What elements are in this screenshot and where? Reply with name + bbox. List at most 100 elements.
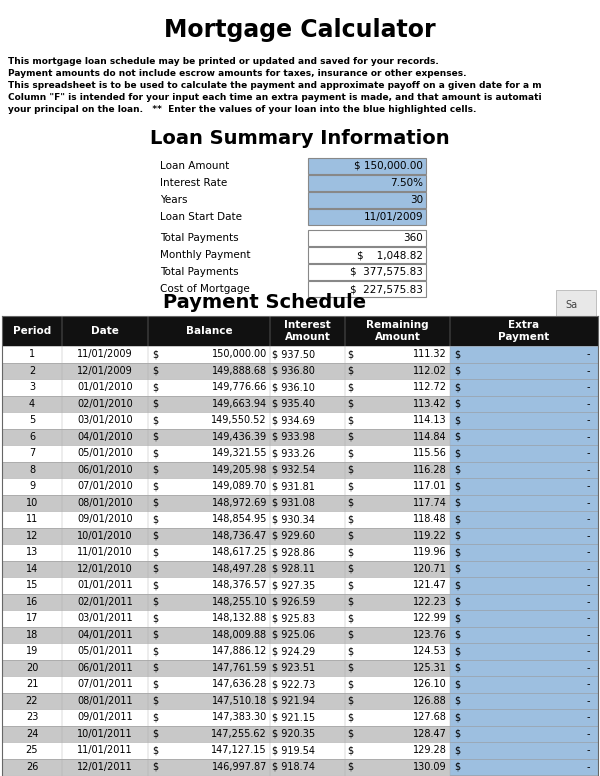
Text: 8: 8	[29, 465, 35, 475]
Text: 149,089.70: 149,089.70	[212, 481, 267, 491]
Bar	[2, 346, 450, 362]
Text: $: $	[347, 745, 353, 755]
Text: $: $	[347, 514, 353, 525]
Bar	[2, 643, 450, 660]
Text: 147,886.12: 147,886.12	[212, 646, 267, 656]
Text: $: $	[454, 762, 460, 772]
Text: $: $	[347, 630, 353, 639]
Text: $ 937.50: $ 937.50	[272, 349, 315, 359]
Text: -: -	[587, 514, 590, 525]
Text: $: $	[152, 613, 158, 623]
Text: $: $	[454, 729, 460, 739]
Text: $: $	[454, 580, 460, 591]
Text: $: $	[347, 646, 353, 656]
Text: $ 933.26: $ 933.26	[272, 449, 315, 459]
Text: 147,127.15: 147,127.15	[211, 745, 267, 755]
Text: -: -	[587, 696, 590, 705]
Bar	[2, 445, 450, 462]
Bar	[450, 742, 598, 758]
Text: $ 923.51: $ 923.51	[272, 663, 315, 673]
Bar	[450, 610, 598, 626]
Bar	[450, 462, 598, 478]
Bar	[450, 346, 598, 362]
Text: $: $	[152, 531, 158, 541]
Text: 149,888.68: 149,888.68	[212, 365, 267, 376]
Bar	[2, 726, 450, 742]
Bar	[450, 528, 598, 544]
Text: 117.74: 117.74	[413, 497, 447, 508]
Text: 7: 7	[29, 449, 35, 459]
Text: $: $	[454, 349, 460, 359]
Bar	[450, 511, 598, 528]
Text: Interest
Amount: Interest Amount	[284, 320, 331, 341]
Text: 03/01/2010: 03/01/2010	[77, 415, 133, 425]
Text: -: -	[587, 481, 590, 491]
Text: 125.31: 125.31	[413, 663, 447, 673]
Text: 118.48: 118.48	[413, 514, 447, 525]
Text: 08/01/2010: 08/01/2010	[77, 497, 133, 508]
Text: $: $	[454, 613, 460, 623]
Text: 02/01/2011: 02/01/2011	[77, 597, 133, 607]
Text: 06/01/2010: 06/01/2010	[77, 465, 133, 475]
Text: -: -	[587, 663, 590, 673]
Text: $: $	[347, 663, 353, 673]
Bar	[450, 594, 598, 610]
Text: $: $	[347, 399, 353, 409]
Bar	[450, 775, 598, 776]
Text: -: -	[587, 679, 590, 689]
Text: -: -	[587, 349, 590, 359]
Text: $: $	[454, 399, 460, 409]
Text: 19: 19	[26, 646, 38, 656]
Text: 25: 25	[26, 745, 38, 755]
Text: -: -	[587, 531, 590, 541]
Text: $: $	[152, 431, 158, 442]
Text: $ 931.81: $ 931.81	[272, 481, 315, 491]
Text: 11: 11	[26, 514, 38, 525]
Text: $: $	[347, 415, 353, 425]
Bar	[2, 577, 450, 594]
Text: $ 934.69: $ 934.69	[272, 415, 315, 425]
Text: 148,736.47: 148,736.47	[212, 531, 267, 541]
Text: 119.22: 119.22	[413, 531, 447, 541]
Text: $: $	[152, 745, 158, 755]
Text: -: -	[587, 415, 590, 425]
Text: 11/01/2009: 11/01/2009	[364, 212, 423, 222]
Text: 147,761.59: 147,761.59	[212, 663, 267, 673]
Bar	[2, 660, 450, 676]
Text: $: $	[347, 349, 353, 359]
Text: $ 929.60: $ 929.60	[272, 531, 315, 541]
Text: $: $	[454, 514, 460, 525]
Text: $: $	[454, 431, 460, 442]
Text: 11/01/2010: 11/01/2010	[77, 547, 133, 557]
Text: 11/01/2009: 11/01/2009	[77, 349, 133, 359]
Text: 117.01: 117.01	[413, 481, 447, 491]
Bar	[2, 544, 450, 560]
Text: $: $	[454, 696, 460, 705]
Text: $: $	[152, 679, 158, 689]
Text: 07/01/2010: 07/01/2010	[77, 481, 133, 491]
Text: $: $	[152, 365, 158, 376]
Text: 24: 24	[26, 729, 38, 739]
Bar	[2, 742, 450, 758]
Text: 10/01/2011: 10/01/2011	[77, 729, 133, 739]
Text: $: $	[454, 712, 460, 722]
Text: 126.10: 126.10	[413, 679, 447, 689]
Text: $ 921.94: $ 921.94	[272, 696, 315, 705]
Text: $: $	[152, 580, 158, 591]
Text: $ 932.54: $ 932.54	[272, 465, 315, 475]
Text: $: $	[454, 663, 460, 673]
Text: Period: Period	[13, 326, 51, 336]
Text: 113.42: 113.42	[413, 399, 447, 409]
Text: $: $	[152, 497, 158, 508]
Text: -: -	[587, 563, 590, 573]
Text: $: $	[152, 597, 158, 607]
Text: 07/01/2011: 07/01/2011	[77, 679, 133, 689]
Text: $: $	[152, 481, 158, 491]
Bar	[450, 428, 598, 445]
Bar	[308, 192, 426, 208]
Text: 10/01/2010: 10/01/2010	[77, 531, 133, 541]
Text: Extra
Payment: Extra Payment	[499, 320, 550, 341]
Text: 20: 20	[26, 663, 38, 673]
Bar	[2, 626, 450, 643]
Bar	[450, 709, 598, 726]
